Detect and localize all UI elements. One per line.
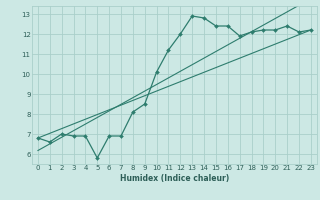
X-axis label: Humidex (Indice chaleur): Humidex (Indice chaleur) (120, 174, 229, 183)
